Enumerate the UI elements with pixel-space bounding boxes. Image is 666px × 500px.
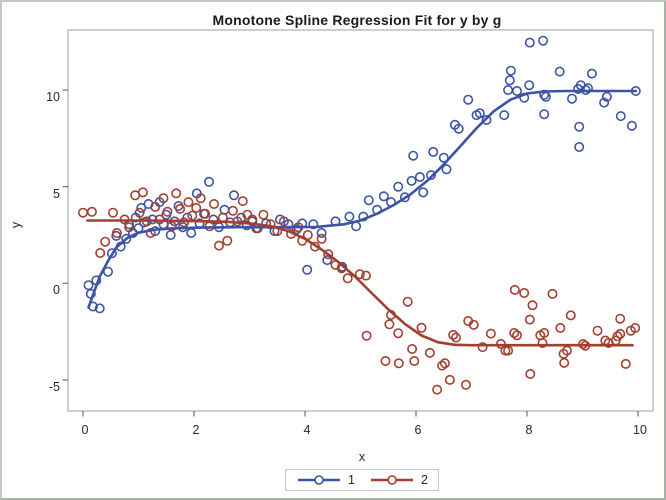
legend-swatch-group2-line-marker-icon [371, 475, 413, 485]
x-tick-6: 6 [414, 423, 422, 437]
chart-title: Monotone Spline Regression Fit for y by … [212, 12, 502, 28]
x-axis-label: x [358, 450, 366, 464]
y-axis-label: y [9, 221, 23, 229]
x-tick-0: 0 [81, 423, 89, 437]
legend-item-group2: 2 [369, 473, 428, 487]
legend-swatch-group1-line-marker-icon [298, 475, 341, 485]
x-tick-2: 2 [192, 423, 200, 437]
legend-label-group1: 1 [348, 473, 355, 487]
y-tick-m5: -5 [48, 380, 60, 394]
x-tick-10: 10 [633, 423, 647, 437]
legend: 1 2 [285, 469, 439, 491]
x-tick-8: 8 [525, 423, 533, 437]
y-tick-10: 10 [46, 90, 60, 104]
y-tick-5: 5 [53, 187, 60, 201]
legend-label-group2: 2 [421, 473, 428, 487]
legend-item-group1: 1 [296, 473, 355, 487]
y-tick-0: 0 [53, 283, 60, 297]
x-tick-4: 4 [303, 423, 311, 437]
